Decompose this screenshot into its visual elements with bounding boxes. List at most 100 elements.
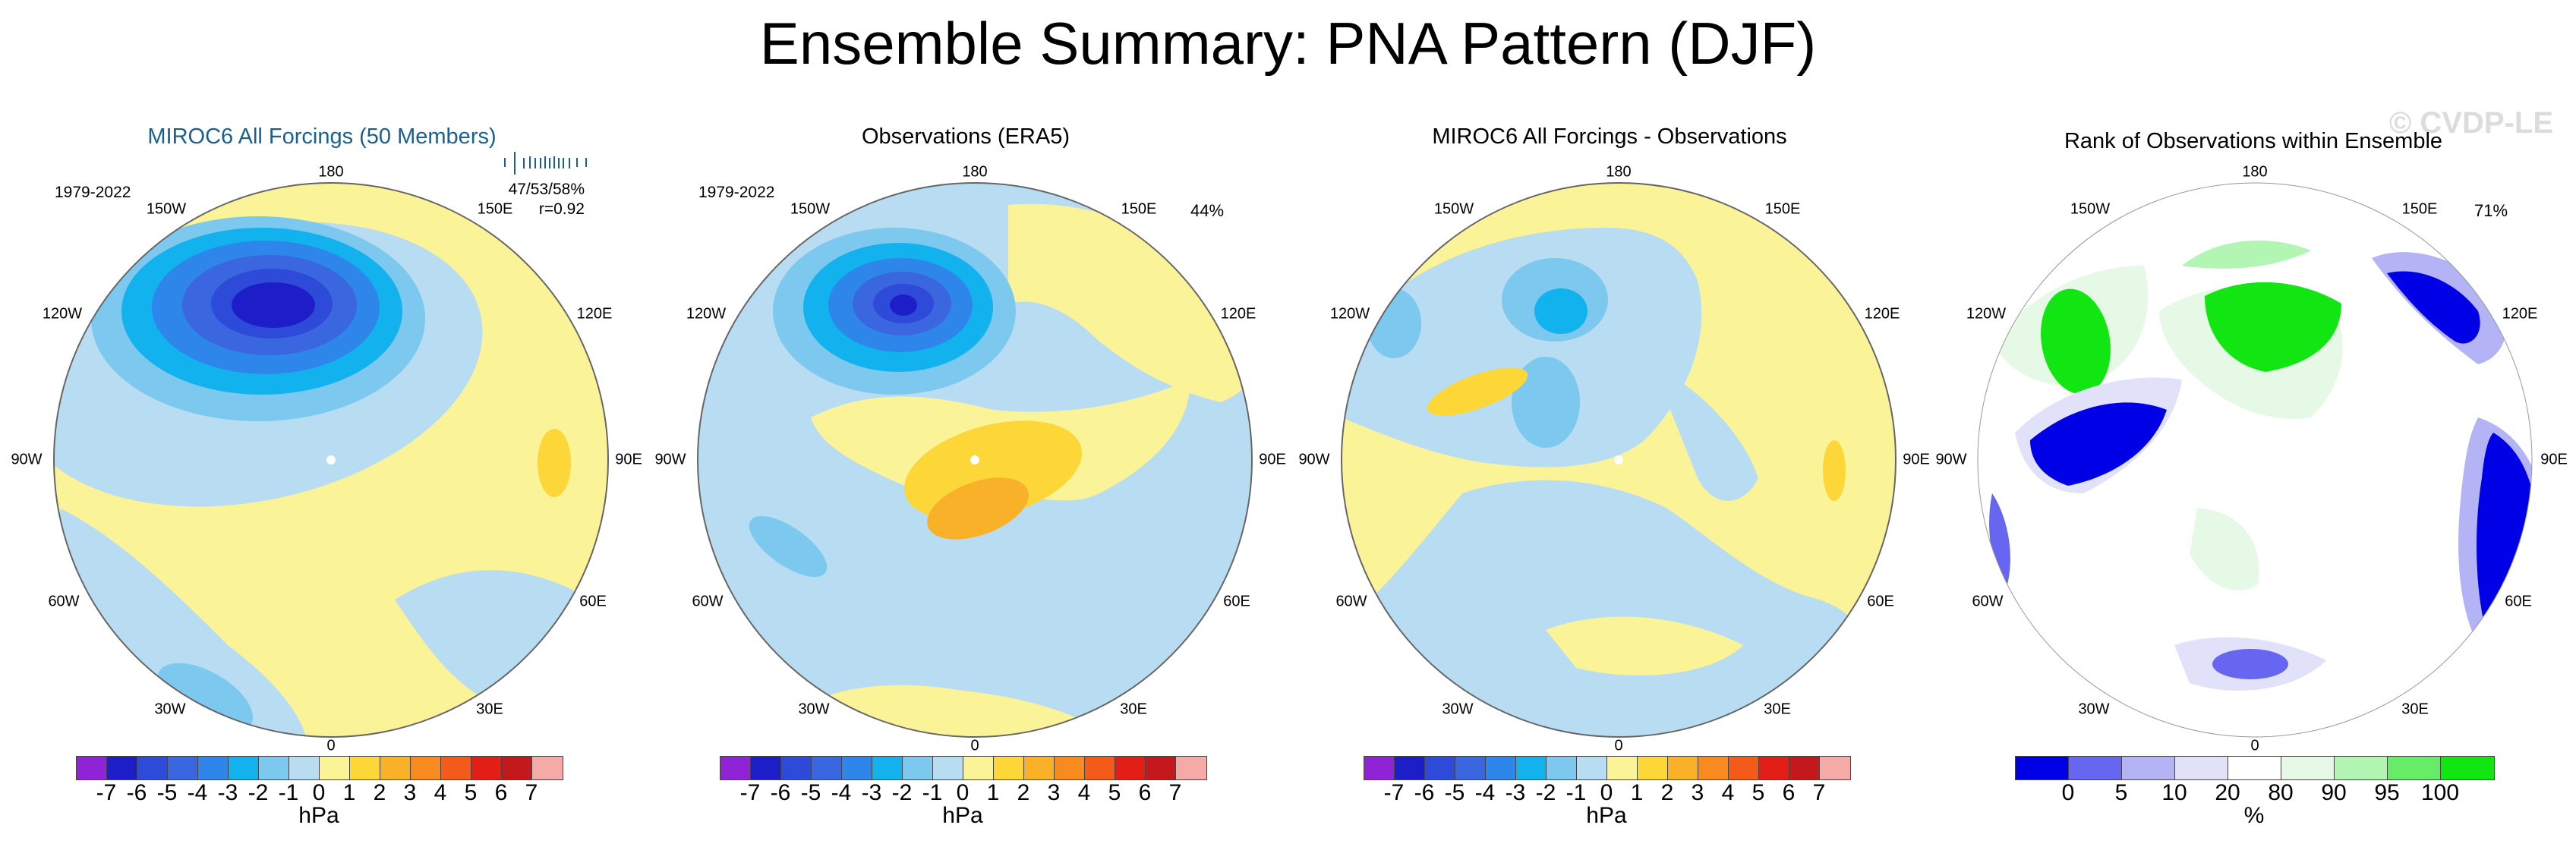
colorbar-tick-label: 7: [1168, 780, 1182, 805]
colorbar-tick-label: 4: [1721, 780, 1735, 805]
colorbar-swatch: [994, 757, 1024, 779]
colorbar-swatch: [812, 757, 842, 779]
lon-label-60e: 60E: [579, 593, 607, 610]
lon-label-30e: 30E: [476, 701, 503, 718]
map-rank: [1977, 182, 2533, 738]
lon-label-180: 180: [318, 163, 344, 181]
colorbar-swatch: [320, 757, 350, 779]
colorbar-tick-label: 7: [525, 780, 538, 805]
colorbar-tick-label: 5: [2114, 780, 2128, 805]
lon-label-90w: 90W: [1935, 451, 1967, 468]
colorbar-swatch: [1729, 757, 1759, 779]
colorbar-tick-label: 90: [2321, 780, 2347, 805]
colorbar-swatch: [2281, 757, 2335, 779]
colorbar-swatch: [2122, 757, 2175, 779]
colorbar-tick-label: -2: [248, 780, 269, 805]
lon-label-60w: 60W: [1972, 593, 2004, 610]
colorbar-swatch: [350, 757, 380, 779]
colorbar-tick-label: -1: [922, 780, 943, 805]
period-label: 1979-2022: [698, 184, 775, 201]
colorbar-tick-label: 4: [1077, 780, 1091, 805]
colorbar-tick-label: -5: [1444, 780, 1465, 805]
colorbar-tick-label: -7: [739, 780, 761, 805]
colorbar-tick-label: -3: [217, 780, 238, 805]
period-label: 1979-2022: [55, 184, 131, 201]
colorbar-tick-label: -2: [1535, 780, 1556, 805]
panel-title: MIROC6 All Forcings (50 Members): [147, 124, 497, 149]
colorbar-tick-label: 7: [1812, 780, 1826, 805]
lon-label-150e: 150E: [477, 200, 513, 218]
lon-label-30e: 30E: [2401, 701, 2429, 718]
colorbar-swatch: [1516, 757, 1547, 779]
lon-label-60e: 60E: [1867, 593, 1894, 610]
colorbar-swatch: [1364, 757, 1395, 779]
colorbar-swatch: [720, 757, 751, 779]
colorbar-tick-label: 95: [2374, 780, 2400, 805]
watermark-text: © CVDP-LE: [2388, 106, 2553, 140]
lon-label-30w: 30W: [798, 701, 830, 718]
colorbar-tick-label: -1: [278, 780, 299, 805]
colorbar-swatch: [2441, 757, 2494, 779]
pattern-correlation: r=0.92: [538, 200, 585, 218]
colorbar-tick-label: 80: [2268, 780, 2294, 805]
colorbar-swatch: [1085, 757, 1115, 779]
colorbar-tick-label: 100: [2420, 780, 2460, 805]
colorbar-tick-label: 0: [312, 780, 326, 805]
lon-label-90e: 90E: [615, 451, 642, 468]
colorbar-tick-label: 5: [1751, 780, 1765, 805]
panel-difference: MIROC6 All Forcings - Observations 180 1…: [1288, 114, 1931, 847]
colorbar-units: hPa: [298, 803, 339, 828]
lon-label-150w: 150W: [790, 200, 831, 218]
lon-label-30e: 30E: [1764, 701, 1791, 718]
colorbar-swatch: [751, 757, 781, 779]
lon-label-60w: 60W: [1335, 593, 1367, 610]
lon-label-90e: 90E: [1903, 451, 1930, 468]
colorbar-tick-label: -4: [831, 780, 852, 805]
lon-label-180: 180: [2242, 163, 2268, 181]
colorbar-tick-label: 0: [956, 780, 970, 805]
lon-label-0: 0: [326, 737, 336, 754]
lon-label-90w: 90W: [654, 451, 686, 468]
colorbar-swatch: [933, 757, 963, 779]
colorbar-swatch: [198, 757, 229, 779]
lon-label-90e: 90E: [1259, 451, 1286, 468]
colorbar-tick-label: -2: [891, 780, 913, 805]
colorbar-swatch: [1820, 757, 1850, 779]
colorbar-swatch: [471, 757, 502, 779]
colorbar-swatch: [2335, 757, 2388, 779]
colorbar-swatch: [2175, 757, 2228, 779]
lon-label-90w: 90W: [11, 451, 43, 468]
colorbar-swatch: [259, 757, 289, 779]
map-difference: [1341, 182, 1897, 738]
colorbar-tick-label: -3: [1505, 780, 1526, 805]
colorbar-swatch: [781, 757, 812, 779]
colorbar-swatch: [502, 757, 532, 779]
lon-label-180: 180: [1606, 163, 1632, 181]
colorbar-tick-label: -5: [800, 780, 821, 805]
colorbar-swatch: [168, 757, 198, 779]
lon-label-120w: 120W: [1966, 305, 2007, 323]
lon-label-30w: 30W: [2078, 701, 2110, 718]
colorbar-swatch: [229, 757, 259, 779]
lon-label-0: 0: [1614, 737, 1623, 754]
lon-label-60e: 60E: [1223, 593, 1250, 610]
lon-label-60w: 60W: [692, 593, 724, 610]
colorbar-swatch: [1638, 757, 1668, 779]
lon-label-150e: 150E: [2401, 200, 2438, 218]
explained-variance: 44%: [1190, 201, 1225, 220]
colorbar-tick-label: -5: [156, 780, 178, 805]
colorbar-tick-label: -7: [1383, 780, 1405, 805]
lon-label-120e: 120E: [1220, 305, 1256, 323]
percent-area: 71%: [2474, 201, 2508, 220]
colorbar-tick-label: 0: [2061, 780, 2075, 805]
colorbar-swatch: [1668, 757, 1698, 779]
lon-label-120e: 120E: [2502, 305, 2538, 323]
colorbar-swatch: [1395, 757, 1425, 779]
lon-label-120w: 120W: [686, 305, 727, 323]
panel-observations: Observations (ERA5) 1979-2022 44% 180 15…: [644, 114, 1288, 847]
colorbar-tick-label: 6: [1782, 780, 1796, 805]
colorbar-tick-label: 1: [342, 780, 356, 805]
lon-label-30w: 30W: [154, 701, 186, 718]
panel-model: MIROC6 All Forcings (50 Members): [0, 114, 644, 847]
colorbar-tick-label: 2: [1660, 780, 1674, 805]
